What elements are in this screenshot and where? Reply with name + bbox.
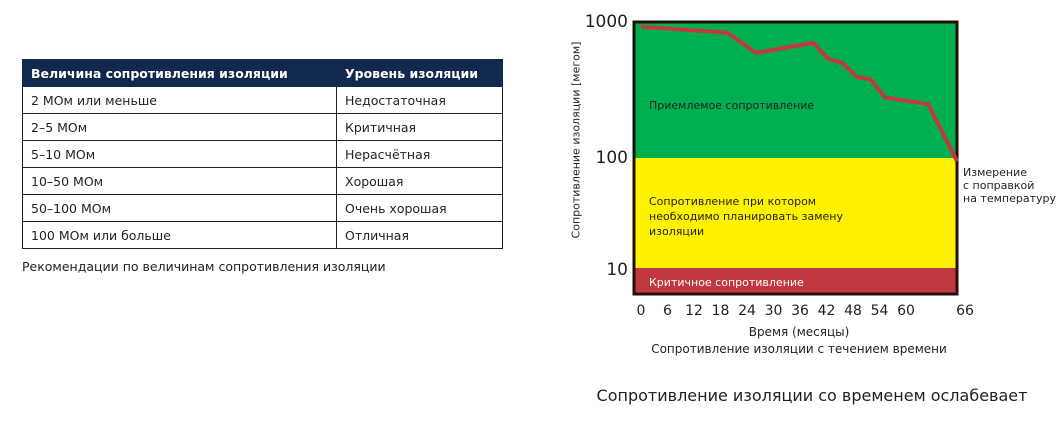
y-axis-label: Сопротивление изоляции [мегом] bbox=[569, 41, 583, 239]
y-tick-10: 10 bbox=[606, 260, 628, 280]
cell-value: 5–10 МОм bbox=[22, 140, 337, 168]
table-row: 50–100 МОм Очень хорошая bbox=[22, 194, 503, 222]
zone-label-line: изоляции bbox=[649, 225, 705, 238]
zone-label-line: Сопротивление при котором bbox=[649, 195, 817, 208]
temperature-correction-annotation: Измерение с поправкой на температуру bbox=[963, 166, 1056, 205]
x-tick: 0 bbox=[636, 303, 646, 319]
x-tick: 24 bbox=[738, 303, 756, 319]
cell-value: 2 МОм или меньше bbox=[22, 86, 337, 114]
zone-label-critical: Критичное сопротивление bbox=[649, 276, 804, 289]
x-tick: 42 bbox=[817, 303, 836, 319]
y-tick-100: 100 bbox=[595, 148, 628, 168]
resistance-line bbox=[640, 24, 959, 163]
x-tick: 6 bbox=[663, 303, 672, 319]
cell-level: Отличная bbox=[336, 221, 503, 249]
zone-acceptable bbox=[634, 22, 957, 158]
cell-level: Критичная bbox=[336, 113, 503, 141]
annotation-line: Измерение bbox=[963, 166, 1028, 179]
cell-level: Недостаточная bbox=[336, 86, 503, 114]
table-row: 5–10 МОм Нерасчётная bbox=[22, 140, 503, 168]
x-tick: 66 bbox=[956, 303, 974, 319]
cell-value: 100 МОм или больше bbox=[22, 221, 337, 249]
annotation-line: на температуру bbox=[963, 192, 1056, 205]
y-tick-1000: 1000 bbox=[584, 12, 628, 32]
zone-plan-replacement bbox=[634, 158, 957, 268]
table-row: 100 МОм или больше Отличная bbox=[22, 221, 503, 249]
table-header-row: Величина сопротивления изоляции Уровень … bbox=[22, 59, 503, 87]
table-row: 10–50 МОм Хорошая bbox=[22, 167, 503, 195]
header-resistance-value: Величина сопротивления изоляции bbox=[22, 59, 337, 87]
insulation-resistance-table: Величина сопротивления изоляции Уровень … bbox=[22, 59, 503, 249]
cell-level: Хорошая bbox=[336, 167, 503, 195]
zone-critical bbox=[634, 268, 957, 294]
table-row: 2–5 МОм Критичная bbox=[22, 113, 503, 141]
x-tick: 48 bbox=[844, 303, 862, 319]
cell-value: 10–50 МОм bbox=[22, 167, 337, 195]
table-row: 2 МОм или меньше Недостаточная bbox=[22, 86, 503, 114]
x-tick: 36 bbox=[791, 303, 809, 319]
chart-title: Сопротивление изоляции со временем ослаб… bbox=[596, 386, 1028, 405]
cell-value: 50–100 МОм bbox=[22, 194, 337, 222]
annotation-line: с поправкой bbox=[963, 179, 1035, 192]
x-tick: 18 bbox=[711, 303, 730, 319]
chart-subtitle: Сопротивление изоляции с течением времен… bbox=[651, 342, 947, 356]
x-tick: 30 bbox=[764, 303, 783, 319]
cell-level: Очень хорошая bbox=[336, 194, 503, 222]
cell-level: Нерасчётная bbox=[336, 140, 503, 168]
x-tick: 54 bbox=[870, 303, 889, 319]
header-insulation-level: Уровень изоляции bbox=[336, 59, 503, 87]
x-axis-label: Время (месяцы) bbox=[748, 325, 850, 339]
table-caption: Рекомендации по величинам сопротивления … bbox=[22, 259, 386, 274]
x-tick: 12 bbox=[685, 303, 703, 319]
zone-label-line: необходимо планировать замену bbox=[649, 210, 843, 223]
zone-label-acceptable: Приемлемое сопротивление bbox=[649, 99, 815, 112]
x-tick: 60 bbox=[897, 303, 915, 319]
zone-label-plan-replacement: Сопротивление при котором необходимо пла… bbox=[649, 194, 843, 239]
